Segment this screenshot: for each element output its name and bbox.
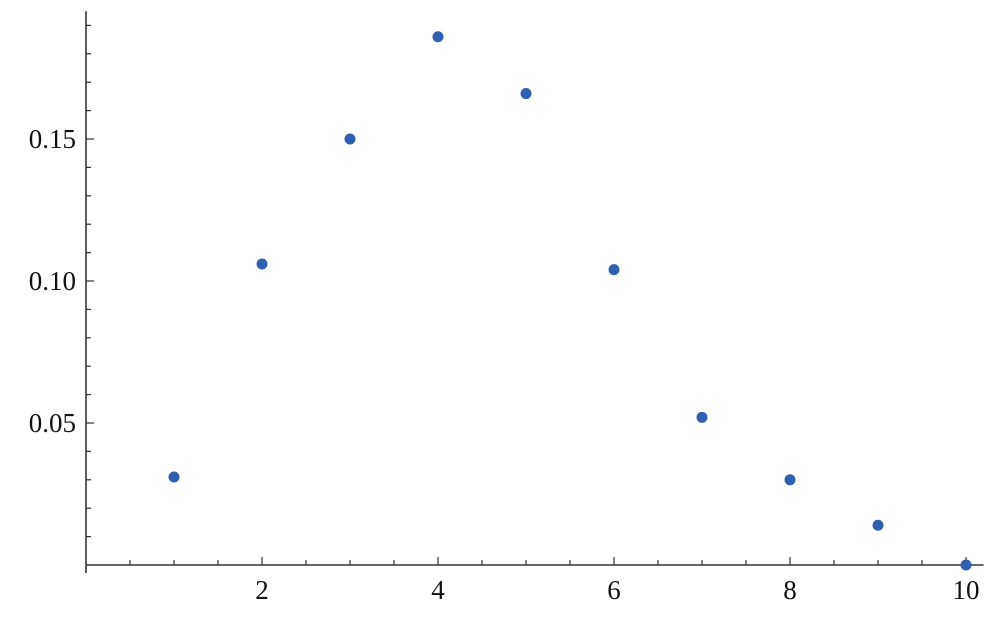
y-tick-label: 0.05: [29, 408, 76, 438]
data-point: [344, 133, 356, 145]
data-point: [960, 559, 972, 571]
x-tick-label: 10: [953, 575, 980, 605]
data-points: [168, 31, 972, 571]
ticks: [86, 24, 967, 565]
x-tick-label: 4: [431, 575, 445, 605]
data-point: [784, 474, 796, 486]
y-tick-label: 0.10: [29, 266, 76, 296]
axes: [85, 11, 984, 573]
data-point: [520, 88, 532, 100]
x-tick-label: 6: [607, 575, 621, 605]
data-point: [872, 519, 884, 531]
data-point: [168, 471, 180, 483]
data-point: [608, 264, 620, 276]
x-tick-label: 2: [255, 575, 269, 605]
tick-labels: 2 4 6 8 10 0.05 0.10 0.15: [29, 124, 980, 605]
data-point: [256, 258, 268, 270]
y-tick-label: 0.15: [29, 124, 76, 154]
x-tick-label: 8: [783, 575, 797, 605]
data-point: [432, 31, 444, 43]
data-point: [696, 411, 708, 423]
